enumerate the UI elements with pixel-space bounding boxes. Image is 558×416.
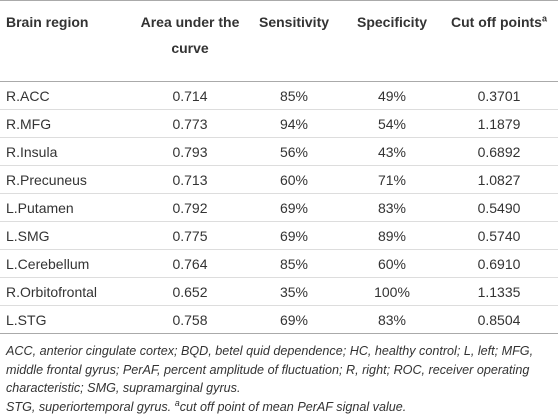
table-cell: R.ACC	[0, 81, 136, 110]
table-row: R.Precuneus 0.713 60% 71% 1.0827	[0, 165, 558, 194]
header-superscript: a	[541, 13, 547, 24]
column-header-text: Specificity	[356, 14, 428, 30]
column-header-text: Cut off points	[451, 14, 542, 30]
table-cell: R.Precuneus	[0, 165, 136, 194]
header-row: Brain region Area under the curve Sensitiv…	[0, 0, 558, 82]
table-cell: 0.793	[136, 137, 244, 166]
table-cell: 0.652	[136, 277, 244, 306]
table-cell: L.Cerebellum	[0, 249, 136, 278]
table-row: R.MFG 0.773 94% 54% 1.1879	[0, 109, 558, 138]
table-cell: 0.713	[136, 165, 244, 194]
table-row: R.Orbitofrontal 0.652 35% 100% 1.1335	[0, 277, 558, 306]
table-cell: L.Putamen	[0, 193, 136, 222]
table-cell: 0.714	[136, 81, 244, 110]
table-cell: 0.8504	[440, 305, 558, 334]
column-header-text: Area under the curve	[140, 14, 240, 56]
footnote-abbreviations: ACC, anterior cingulate cortex; BQD, bet…	[6, 344, 534, 395]
table-cell: L.STG	[0, 305, 136, 334]
footnote-superscript: a	[174, 397, 180, 408]
table-row: L.SMG 0.775 69% 89% 0.5740	[0, 221, 558, 250]
table-cell: 89%	[344, 221, 440, 250]
table-cell: 54%	[344, 109, 440, 138]
table-row: L.Putamen 0.792 69% 83% 0.5490	[0, 193, 558, 222]
column-header-text: Sensitivity	[258, 14, 330, 30]
table-cell: 83%	[344, 305, 440, 334]
table-cell: 69%	[244, 305, 344, 334]
table-cell: 0.5490	[440, 193, 558, 222]
column-header: Cut off pointsa	[440, 0, 558, 82]
table-cell: L.SMG	[0, 221, 136, 250]
table-cell: R.Orbitofrontal	[0, 277, 136, 306]
table-cell: 0.3701	[440, 81, 558, 110]
table-cell: 1.1335	[440, 277, 558, 306]
table-cell: 49%	[344, 81, 440, 110]
column-header: Area under the curve	[136, 0, 244, 82]
table-cell: 0.758	[136, 305, 244, 334]
table-row: L.Cerebellum 0.764 85% 60% 0.6910	[0, 249, 558, 278]
table-cell: 60%	[244, 165, 344, 194]
table-cell: 43%	[344, 137, 440, 166]
data-table: Brain region Area under the curve Sensitiv…	[0, 0, 558, 334]
table-cell: 0.5740	[440, 221, 558, 250]
table-cell: 1.1879	[440, 109, 558, 138]
table-row: L.STG 0.758 69% 83% 0.8504	[0, 305, 558, 334]
table-cell: 71%	[344, 165, 440, 194]
table-cell: 35%	[244, 277, 344, 306]
column-header: Specificity	[344, 0, 440, 82]
table-body: R.ACC 0.714 85% 49% 0.3701 R.MFG 0.773 94% 54% 1.…	[0, 81, 558, 334]
footnote-note: cut off point of mean PerAF signal value…	[179, 399, 407, 414]
column-header: Sensitivity	[244, 0, 344, 82]
table-cell: 0.6910	[440, 249, 558, 278]
column-header-text: Brain region	[6, 14, 89, 30]
table-cell: 85%	[244, 249, 344, 278]
table-cell: 56%	[244, 137, 344, 166]
table-cell: 0.792	[136, 193, 244, 222]
table-cell: 94%	[244, 109, 344, 138]
table-cell: 85%	[244, 81, 344, 110]
table-cell: 0.764	[136, 249, 244, 278]
footnote-line: STG, superiortemporal gyrus.	[6, 399, 172, 414]
table-cell: 69%	[244, 193, 344, 222]
table-cell: 83%	[344, 193, 440, 222]
table-cell: R.MFG	[0, 109, 136, 138]
table-cell: 1.0827	[440, 165, 558, 194]
table-cell: 0.775	[136, 221, 244, 250]
table-cell: 0.773	[136, 109, 244, 138]
table-cell: 100%	[344, 277, 440, 306]
table-row: R.ACC 0.714 85% 49% 0.3701	[0, 81, 558, 110]
table-cell: 69%	[244, 221, 344, 250]
table-row: R.Insula 0.793 56% 43% 0.6892	[0, 137, 558, 166]
table-cell: 60%	[344, 249, 440, 278]
table-cell: R.Insula	[0, 137, 136, 166]
table-cell: 0.6892	[440, 137, 558, 166]
footnote: ACC, anterior cingulate cortex; BQD, bet…	[0, 334, 558, 416]
column-header: Brain region	[0, 0, 136, 82]
